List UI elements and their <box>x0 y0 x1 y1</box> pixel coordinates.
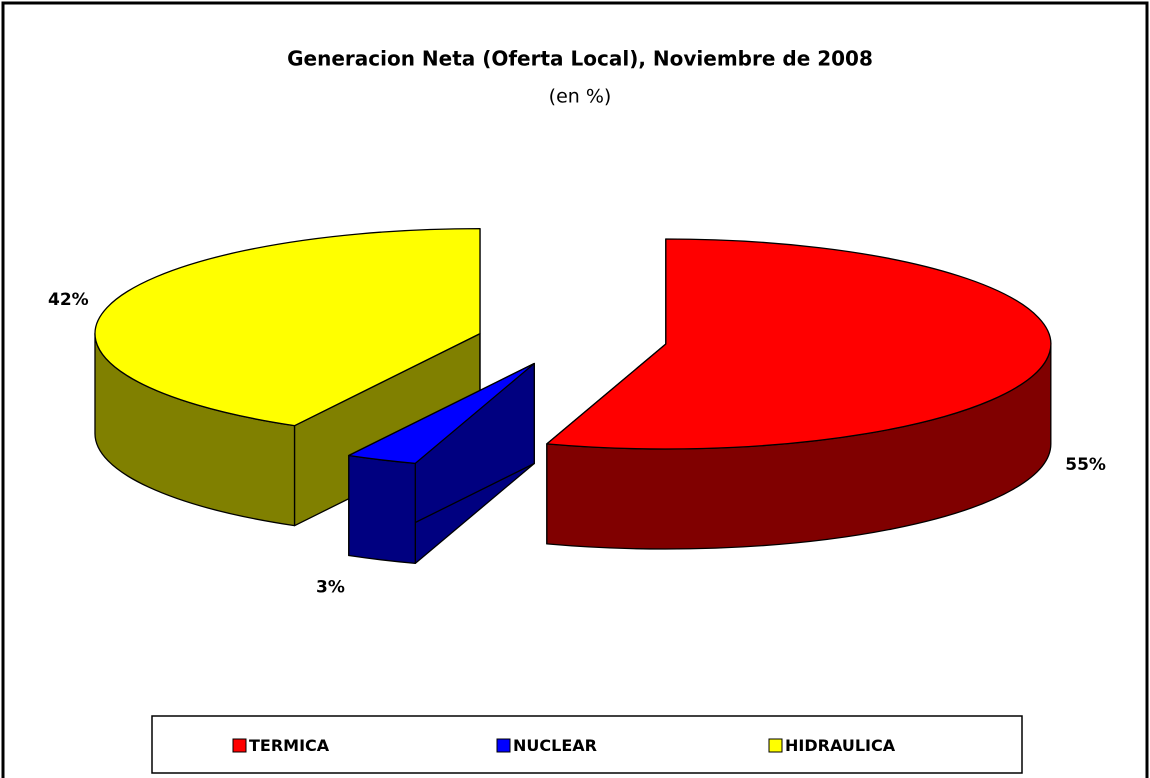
legend-swatch <box>232 738 247 753</box>
slice <box>94 227 481 427</box>
slice-wall <box>348 454 416 565</box>
slice <box>348 362 535 465</box>
legend-swatch <box>496 738 511 753</box>
data-label: 3% <box>316 577 345 597</box>
legend-swatch <box>768 738 783 753</box>
legend-label: TERMICA <box>249 736 330 755</box>
legend: TERMICA NUCLEAR HIDRAULICA <box>232 736 896 755</box>
legend-label: HIDRAULICA <box>785 736 896 755</box>
legend-label: NUCLEAR <box>513 736 597 755</box>
legend-box <box>151 715 1023 774</box>
slice <box>546 238 1052 450</box>
chart-subtitle: (en %) <box>549 86 612 108</box>
data-label: 42% <box>48 290 89 310</box>
chart-title: Generacion Neta (Oferta Local), Noviembr… <box>287 47 873 71</box>
data-label: 55% <box>1065 455 1106 475</box>
pie: 55% 3% 42% <box>48 227 1106 597</box>
